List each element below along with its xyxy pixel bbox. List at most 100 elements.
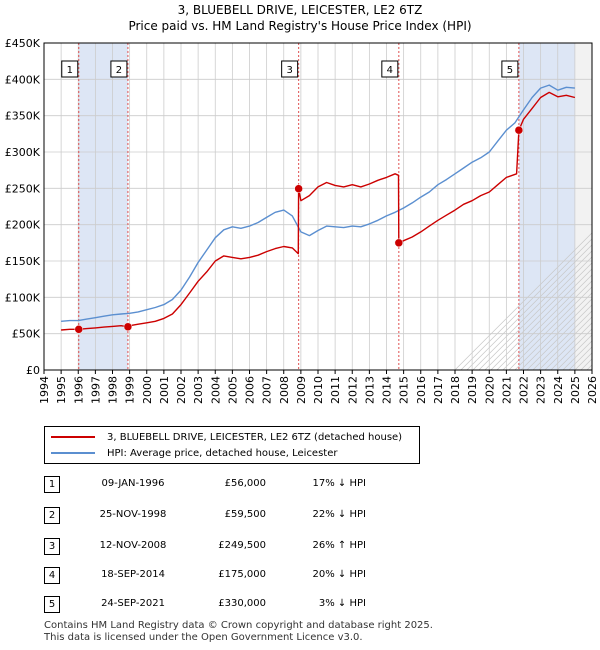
hatch-line: [484, 254, 600, 371]
y-tick-label: £200K: [5, 219, 41, 232]
hatch-line: [508, 278, 600, 371]
x-tick-label: 2012: [346, 376, 359, 404]
x-tick-label: 2021: [500, 376, 513, 404]
transaction-row-2: 2 25-NOV-1998 £59,500 22% ↓ HPI: [44, 507, 584, 525]
shaded-span: [78, 43, 128, 370]
transaction-box-5: [501, 60, 519, 78]
x-tick-label: 2017: [432, 376, 445, 404]
transaction-price: £330,000: [218, 598, 266, 609]
transaction-number: 2: [44, 507, 60, 524]
transaction-row-3: 3 12-NOV-2008 £249,500 26% ↑ HPI: [44, 538, 584, 556]
transaction-number: 4: [44, 567, 60, 584]
x-tick-label: 2009: [295, 376, 308, 404]
transaction-row-1: 1 09-JAN-1996 £56,000 17% ↓ HPI: [44, 476, 584, 494]
chart-title: 3, BLUEBELL DRIVE, LEICESTER, LE2 6TZ: [177, 3, 423, 17]
x-tick-label: 2025: [569, 376, 582, 404]
hatch-line: [466, 236, 600, 371]
transaction-box-label-4: 4: [387, 65, 393, 76]
transaction-marker-2: [123, 322, 133, 332]
x-tick-label: 1997: [89, 376, 102, 404]
hatch-line: [532, 302, 600, 371]
x-tick-label: 2013: [363, 376, 376, 404]
transaction-date: 24-SEP-2021: [101, 598, 165, 609]
transaction-date: 25-NOV-1998: [99, 509, 167, 520]
x-tick-label: 2002: [175, 376, 188, 404]
x-tick-label: 1999: [124, 376, 137, 404]
hatch-line: [496, 266, 600, 371]
transaction-hpi-delta: 20% ↓ HPI: [312, 569, 366, 580]
legend-item-hpi: HPI: Average price, detached house, Leic…: [51, 446, 337, 460]
transaction-box-3: [281, 60, 299, 78]
transaction-number: 3: [44, 538, 60, 555]
transaction-box-label-1: 1: [67, 65, 73, 76]
y-tick-label: £250K: [5, 182, 41, 195]
x-tick-label: 2016: [415, 376, 428, 404]
transaction-row-5: 5 24-SEP-2021 £330,000 3% ↓ HPI: [44, 596, 584, 614]
legend-label-property: 3, BLUEBELL DRIVE, LEICESTER, LE2 6TZ (d…: [107, 431, 403, 443]
property-price-line: [61, 91, 576, 331]
x-tick-label: 2001: [158, 376, 171, 404]
transaction-hpi-delta: 3% ↓ HPI: [318, 598, 366, 609]
shaded-span: [518, 43, 575, 370]
x-tick-label: 2022: [518, 376, 531, 404]
x-tick-label: 1994: [38, 376, 51, 404]
x-tick-label: 2019: [466, 376, 479, 404]
hatch-line: [478, 248, 600, 371]
x-tick-label: 2007: [261, 376, 274, 404]
price-chart: 1 2 3 4 5 £0 £50K £100K £150K £200K £250K £300K £35…: [5, 37, 600, 404]
transaction-box-label-5: 5: [507, 65, 513, 76]
y-tick-label: £400K: [5, 73, 41, 86]
x-tick-label: 1996: [72, 376, 85, 404]
x-tick-label: 2008: [278, 376, 291, 404]
hatch-line: [460, 230, 600, 371]
transaction-marker-3: [294, 184, 303, 193]
legend-label-hpi: HPI: Average price, detached house, Leic…: [107, 447, 338, 459]
transaction-marker-5: [514, 125, 524, 135]
hatch-line: [490, 260, 600, 371]
transaction-box-2: [110, 60, 128, 78]
x-tick-label: 2004: [209, 376, 222, 404]
x-tick-label: 2006: [244, 376, 257, 404]
transaction-box-label-3: 3: [286, 65, 292, 76]
hatch-line: [520, 290, 600, 371]
transaction-hpi-delta: 22% ↓ HPI: [312, 509, 366, 520]
transaction-box-label-2: 2: [116, 65, 122, 76]
transaction-price: £249,500: [218, 540, 266, 551]
transaction-box-4: [381, 60, 399, 78]
plot-frame: [43, 42, 593, 371]
legend: 3, BLUEBELL DRIVE, LEICESTER, LE2 6TZ (d…: [44, 426, 420, 464]
x-tick-label: 2003: [192, 376, 205, 404]
transaction-row-4: 4 18-SEP-2014 £175,000 20% ↓ HPI: [44, 567, 584, 585]
y-tick-label: £100K: [5, 291, 41, 304]
legend-item-property: 3, BLUEBELL DRIVE, LEICESTER, LE2 6TZ (d…: [51, 430, 402, 444]
x-tick-label: 2026: [586, 376, 599, 404]
x-tick-label: 2014: [381, 376, 394, 404]
x-tick-label: 2024: [552, 376, 565, 404]
hatch-line: [454, 224, 600, 371]
transaction-price: £56,000: [224, 478, 266, 489]
transaction-price: £59,500: [224, 509, 266, 520]
legend-swatch-hpi: [51, 452, 95, 454]
transaction-date: 09-JAN-1996: [101, 478, 165, 489]
transaction-marker-4: [394, 238, 404, 248]
hatch-line: [472, 242, 600, 371]
y-tick-label: £450K: [5, 37, 41, 50]
chart-subtitle: Price paid vs. HM Land Registry's House …: [128, 19, 472, 33]
x-tick-label: 1998: [107, 376, 120, 404]
hpi-line: [61, 84, 575, 322]
transaction-box-1: [61, 60, 79, 78]
hatch-line: [526, 296, 600, 371]
footer-licence: This data is licensed under the Open Gov…: [44, 632, 363, 643]
transaction-number: 1: [44, 476, 60, 493]
x-tick-label: 2020: [483, 376, 496, 404]
transaction-marker-1: [74, 325, 84, 334]
transaction-hpi-delta: 17% ↓ HPI: [312, 478, 366, 489]
hatch-clip: [592, 41, 600, 372]
footer: Contains HM Land Registry data © Crown c…: [44, 620, 433, 644]
x-tick-label: 1995: [55, 376, 68, 404]
y-tick-label: £150K: [5, 255, 41, 268]
x-tick-label: 2010: [312, 376, 325, 404]
legend-swatch-property: [51, 436, 95, 438]
y-tick-label: £0: [26, 364, 40, 377]
x-tick-label: 2011: [329, 376, 342, 404]
